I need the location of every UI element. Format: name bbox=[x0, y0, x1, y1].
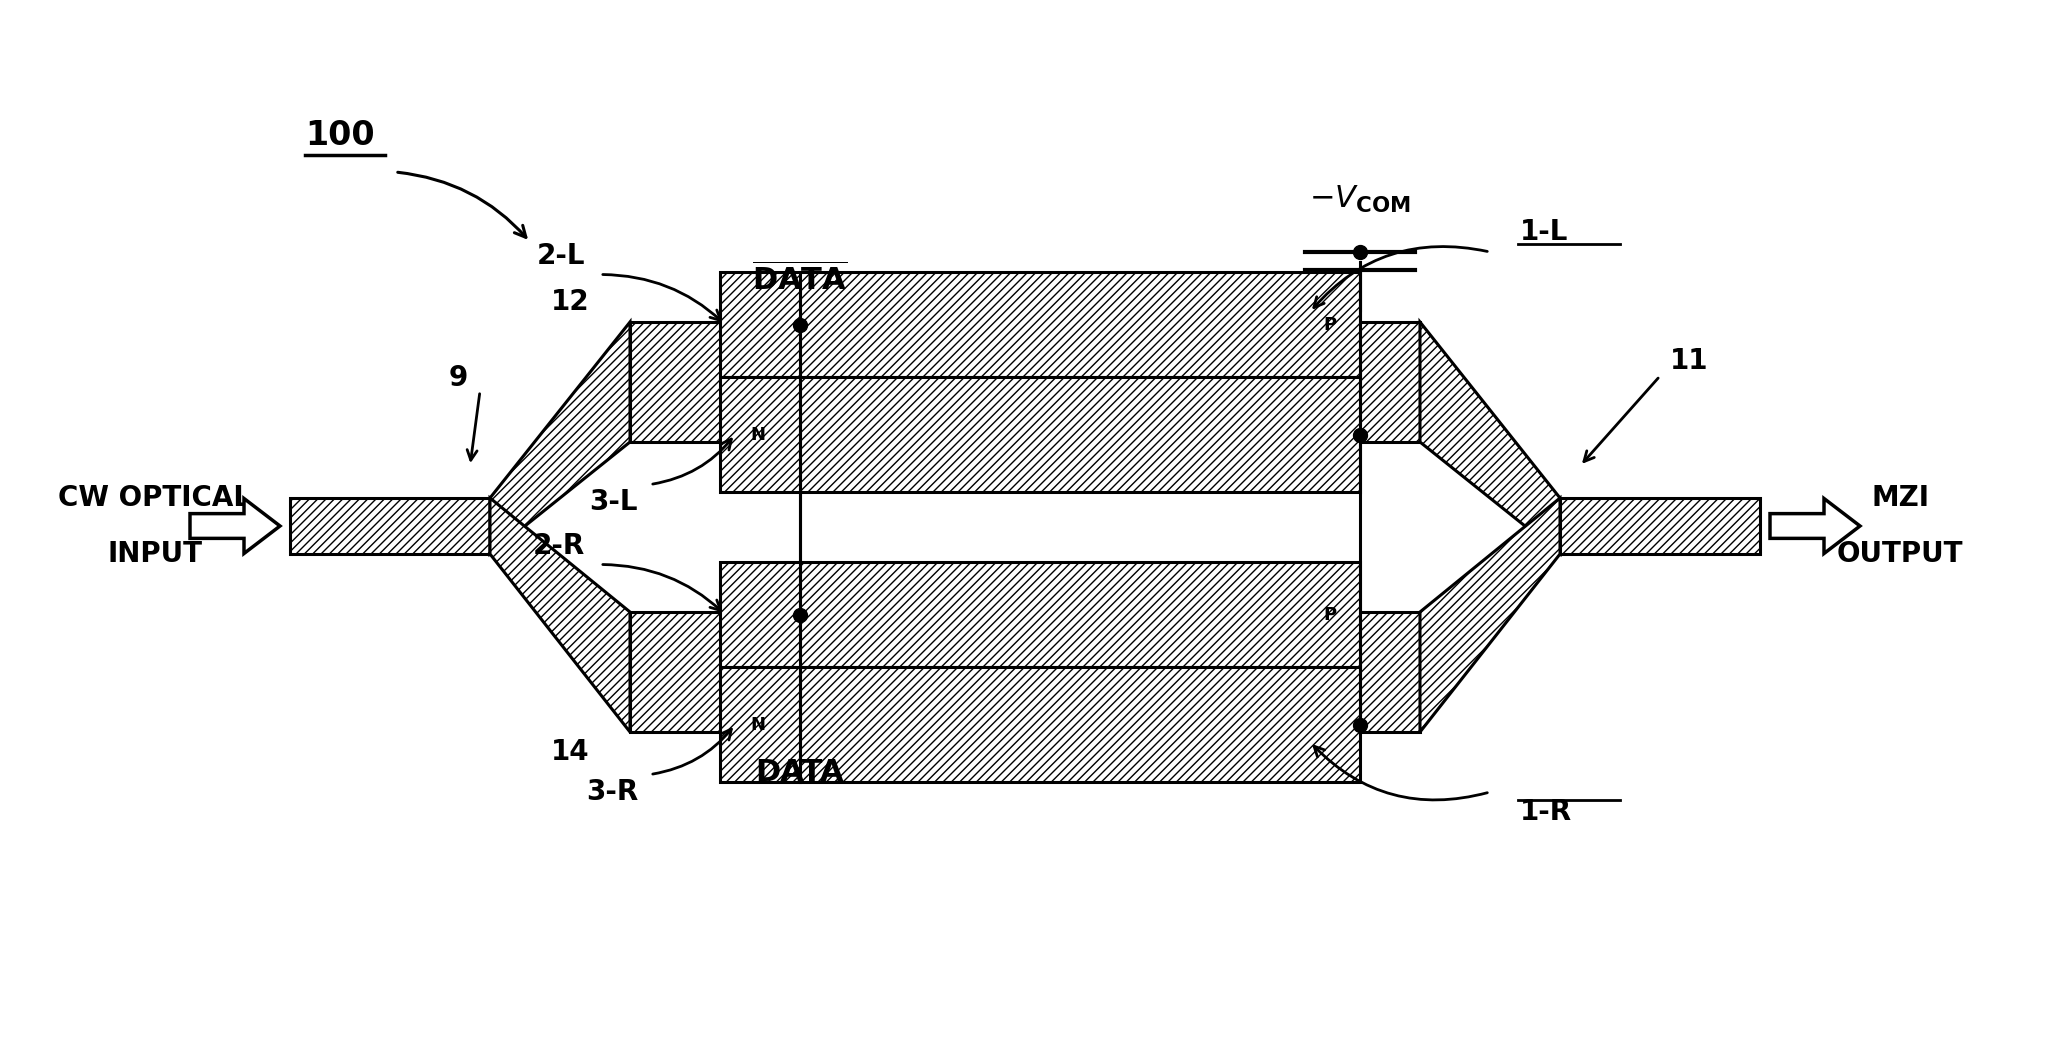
Bar bbox=[720, 562, 1359, 667]
Text: 100: 100 bbox=[305, 119, 375, 151]
Text: 3-L: 3-L bbox=[590, 488, 638, 517]
Text: N: N bbox=[750, 715, 765, 733]
Text: $\overline{\mathbf{DATA}}$: $\overline{\mathbf{DATA}}$ bbox=[752, 262, 847, 297]
Text: 3-R: 3-R bbox=[586, 778, 638, 807]
Bar bbox=[629, 322, 1421, 442]
Text: 11: 11 bbox=[1671, 347, 1708, 375]
Text: P: P bbox=[1324, 606, 1337, 624]
Polygon shape bbox=[1769, 499, 1859, 553]
Text: $-V_{\mathbf{COM}}$: $-V_{\mathbf{COM}}$ bbox=[1310, 184, 1410, 215]
Text: 2-L: 2-L bbox=[537, 243, 584, 270]
Bar bbox=[720, 377, 1359, 492]
Text: 12: 12 bbox=[551, 288, 588, 316]
Polygon shape bbox=[490, 498, 629, 732]
Bar bbox=[720, 272, 1359, 377]
Text: 14: 14 bbox=[551, 739, 588, 766]
Text: INPUT: INPUT bbox=[107, 540, 203, 568]
Polygon shape bbox=[191, 499, 281, 553]
Text: P: P bbox=[1324, 316, 1337, 333]
Text: 9: 9 bbox=[449, 364, 467, 392]
Text: N: N bbox=[750, 425, 765, 444]
Bar bbox=[1560, 498, 1761, 554]
Polygon shape bbox=[490, 322, 629, 554]
Text: 1-R: 1-R bbox=[1519, 798, 1572, 826]
Text: DATA: DATA bbox=[756, 758, 845, 787]
Bar bbox=[720, 667, 1359, 782]
Bar bbox=[629, 612, 1421, 732]
Bar bbox=[289, 498, 490, 554]
Polygon shape bbox=[1421, 498, 1560, 732]
Polygon shape bbox=[1421, 322, 1560, 554]
Text: OUTPUT: OUTPUT bbox=[1837, 540, 1964, 568]
Text: MZI: MZI bbox=[1872, 484, 1929, 512]
Text: CW OPTICAL: CW OPTICAL bbox=[59, 484, 252, 512]
Text: 2-R: 2-R bbox=[533, 532, 584, 561]
Text: 1-L: 1-L bbox=[1519, 218, 1568, 246]
